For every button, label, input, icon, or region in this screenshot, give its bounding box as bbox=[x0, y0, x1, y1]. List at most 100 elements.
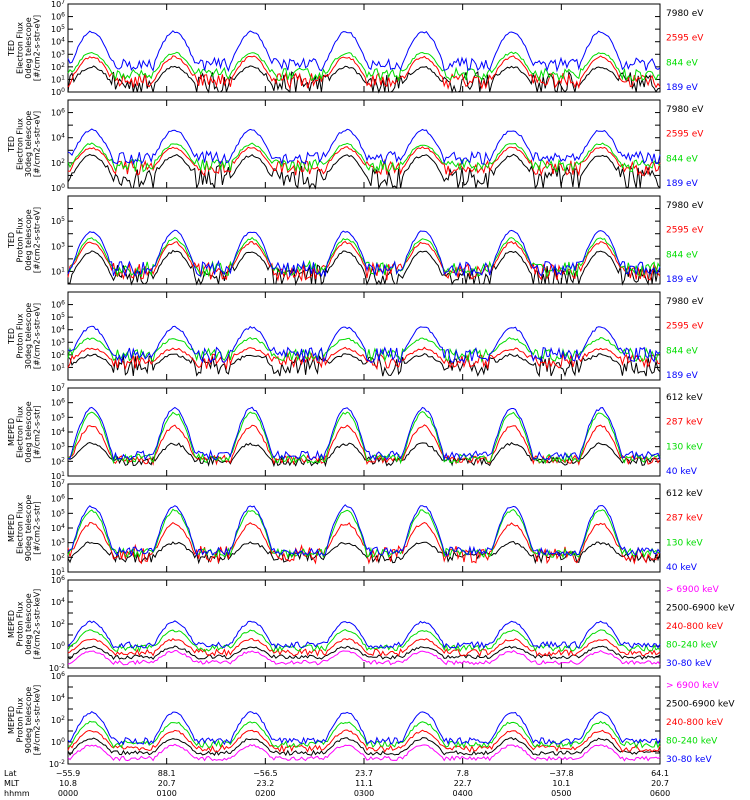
series-7-2 bbox=[67, 729, 661, 753]
panel-5: 101 102 103 104 105 106 107 MEPED Electron Flux 9… bbox=[7, 479, 703, 577]
x-row-value: −56.5 bbox=[253, 769, 278, 778]
y-axis-label-line: Electron Flux bbox=[16, 406, 25, 458]
x-row-value: 10.8 bbox=[59, 779, 77, 788]
legend-label: 844 eV bbox=[666, 58, 699, 68]
x-row-value: 0600 bbox=[650, 789, 670, 798]
y-axis-label-line: [#/cm2-s-str-keV] bbox=[33, 589, 42, 660]
y-axis-label-line: Electron Flux bbox=[16, 118, 25, 170]
y-tick-label: 102 bbox=[51, 158, 65, 168]
series-4-0 bbox=[67, 441, 661, 468]
y-axis-label-line: 90deg telescope bbox=[24, 495, 33, 562]
y-tick-label: 106 bbox=[51, 671, 65, 681]
legend-label: 189 eV bbox=[666, 179, 699, 189]
panel-2: 101 103 105 TED Proton Flux 0deg telescope [#/… bbox=[7, 195, 704, 286]
x-row-label: hhmm bbox=[4, 789, 30, 798]
y-axis-label-line: [#/cm2-s-str-eV] bbox=[33, 207, 42, 273]
series-3-3 bbox=[67, 325, 661, 364]
legend-label: 2595 eV bbox=[666, 34, 704, 44]
x-row-value: 0200 bbox=[255, 789, 275, 798]
series-5-2 bbox=[67, 508, 661, 559]
y-tick-label: 106 bbox=[51, 12, 65, 22]
legend-label: 2595 eV bbox=[666, 226, 704, 236]
y-axis-label-line: MEPED bbox=[7, 418, 16, 446]
y-axis-label-line: Proton Flux bbox=[16, 697, 25, 742]
y-tick-label: 103 bbox=[51, 241, 65, 251]
y-tick-label: 10-2 bbox=[49, 759, 65, 769]
y-axis-label: TED Proton Flux 30deg telescope [#/cm2-s-st… bbox=[7, 303, 42, 370]
y-axis-label-line: MEPED bbox=[7, 610, 16, 638]
series-3-0 bbox=[67, 353, 661, 378]
y-axis-label: MEPED Proton Flux 0deg telescope [#/cm2-s-s… bbox=[7, 589, 42, 660]
y-tick-label: 103 bbox=[51, 538, 65, 548]
y-axis-label-line: MEPED bbox=[7, 706, 16, 734]
legend-label: 240-800 keV bbox=[666, 622, 724, 632]
x-row-value: 23.7 bbox=[355, 769, 373, 778]
y-axis-label-line: [#/cm2-s-str] bbox=[33, 501, 42, 554]
y-axis-label-line: TED bbox=[7, 328, 16, 345]
y-tick-label: 101 bbox=[51, 471, 65, 481]
y-axis-label-line: TED bbox=[7, 136, 16, 153]
series-0-1 bbox=[67, 55, 661, 90]
y-tick-label: 105 bbox=[51, 24, 65, 34]
y-axis-label-line: [#/cm2-s-str-keV] bbox=[33, 685, 42, 756]
legend-label: 40 keV bbox=[666, 563, 698, 573]
series-3-1 bbox=[67, 346, 661, 371]
y-axis-label: TED Electron Flux 0deg telescope [#/cm2-s-s… bbox=[7, 15, 42, 81]
legend-label: 2595 eV bbox=[666, 322, 704, 332]
y-tick-label: 107 bbox=[51, 479, 65, 489]
y-tick-label: 102 bbox=[51, 619, 65, 629]
y-tick-label: 102 bbox=[51, 715, 65, 725]
panel-frame bbox=[67, 291, 661, 381]
legend-label: 844 eV bbox=[666, 154, 699, 164]
panel-4: 101 102 103 104 105 106 107 MEPED Electron Flux 0… bbox=[7, 383, 703, 481]
legend-label: 240-800 keV bbox=[666, 718, 724, 728]
x-row-value: 20.7 bbox=[158, 779, 176, 788]
y-axis-label-line: Proton Flux bbox=[16, 217, 25, 262]
series-7-1 bbox=[67, 737, 661, 757]
series-7-0 bbox=[67, 743, 661, 762]
legend-label: 80-240 keV bbox=[666, 641, 718, 651]
x-row-value: 64.1 bbox=[651, 769, 669, 778]
y-axis-label-line: 30deg telescope bbox=[24, 111, 33, 178]
legend-label: 287 keV bbox=[666, 514, 703, 524]
panel-6: 10-2 100 102 104 106 MEPED Proton Flux 0deg tel… bbox=[7, 575, 735, 673]
x-row-value: 0300 bbox=[354, 789, 374, 798]
series-2-0 bbox=[67, 249, 661, 286]
y-tick-label: 101 bbox=[51, 266, 65, 276]
y-tick-label: 105 bbox=[51, 412, 65, 422]
y-tick-label: 10-2 bbox=[49, 663, 65, 673]
series-5-3 bbox=[67, 504, 661, 557]
y-tick-label: 102 bbox=[51, 552, 65, 562]
x-row-value: −55.9 bbox=[56, 769, 81, 778]
y-axis-label: MEPED Electron Flux 90deg telescope [#/cm2-… bbox=[7, 495, 42, 562]
legend-label: 130 keV bbox=[666, 538, 703, 548]
x-row-value: 88.1 bbox=[158, 769, 176, 778]
y-tick-label: 105 bbox=[51, 508, 65, 518]
series-6-1 bbox=[67, 645, 661, 661]
x-row-value: 7.8 bbox=[456, 769, 469, 778]
y-axis-label-line: [#/cm2-s-str-eV] bbox=[33, 111, 42, 177]
y-axis-label-line: [#/cm2-s-str] bbox=[33, 405, 42, 458]
y-tick-label: 100 bbox=[51, 737, 65, 747]
legend-label: 7980 eV bbox=[666, 9, 704, 19]
series-0-2 bbox=[67, 51, 661, 83]
series-0-0 bbox=[67, 65, 661, 94]
x-row-value: 0000 bbox=[58, 789, 78, 798]
y-axis-label-line: TED bbox=[7, 232, 16, 249]
legend-label: 189 eV bbox=[666, 371, 699, 381]
y-axis-label: TED Proton Flux 0deg telescope [#/cm2-s-str… bbox=[7, 207, 42, 273]
x-row-value: 0500 bbox=[551, 789, 571, 798]
y-tick-label: 104 bbox=[51, 693, 65, 703]
series-2-2 bbox=[67, 236, 661, 278]
legend-label: 2500-6900 keV bbox=[666, 604, 735, 614]
y-tick-label: 106 bbox=[51, 494, 65, 504]
legend-label: > 6900 keV bbox=[666, 585, 720, 595]
y-axis-label-line: 0deg telescope bbox=[24, 17, 33, 78]
y-tick-label: 103 bbox=[51, 337, 65, 347]
legend-label: 2595 eV bbox=[666, 130, 704, 140]
legend-label: 287 keV bbox=[666, 418, 703, 428]
legend-label: 612 keV bbox=[666, 489, 703, 499]
series-7-4 bbox=[67, 710, 661, 746]
y-axis-label-line: TED bbox=[7, 40, 16, 57]
